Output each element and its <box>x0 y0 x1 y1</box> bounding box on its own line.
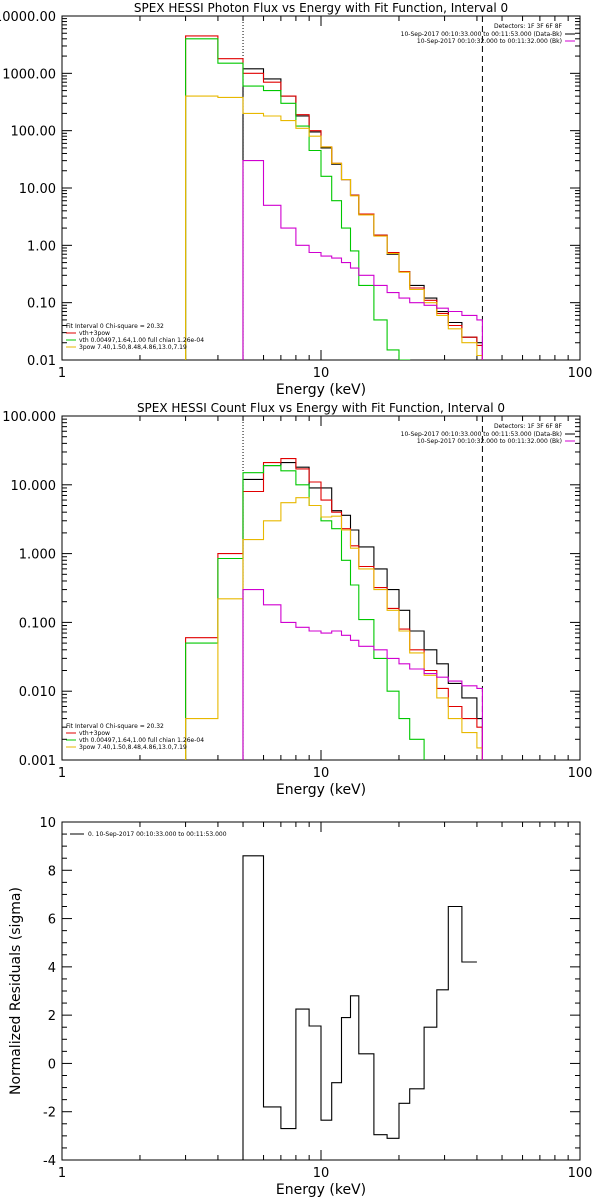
legend-right-entry: 10-Sep-2017 00:10:32.000 to 00:11:32.000… <box>417 438 562 445</box>
x-tick-label: 1 <box>58 1166 66 1181</box>
series-line-4 <box>242 589 483 760</box>
legend-left-entry: vth+3pow <box>79 330 110 337</box>
legend-entry: 0. 10-Sep-2017 00:10:33.000 to 00:11:53.… <box>88 831 227 838</box>
y-tick-label: 1.00 <box>27 239 56 254</box>
legend-left-header: Fit Interval 0 Chi-square = 20.32 <box>66 323 164 330</box>
legend-left-entry: 3pow 7.40,1.50,8.48,4.86,13.0,7.19 <box>79 344 187 351</box>
series-line-0 <box>242 855 477 1160</box>
x-axis-label: Energy (keV) <box>276 382 366 398</box>
y-tick-label: 100.00 <box>11 125 57 140</box>
y-tick-label: 0.001 <box>19 754 56 769</box>
y-tick-label: 4 <box>48 961 56 976</box>
series-line-3 <box>185 497 483 760</box>
y-tick-label: 10.00 <box>19 182 56 197</box>
series-line-1 <box>185 458 483 760</box>
y-tick-label: 0 <box>48 1057 56 1072</box>
series-line-3 <box>185 95 483 360</box>
legend-right-entry: 10-Sep-2017 00:10:33.000 to 00:11:53.000… <box>401 31 562 38</box>
legend-left-entry: vth+3pow <box>79 730 110 737</box>
x-axis-label: Energy (keV) <box>276 1182 366 1198</box>
y-tick-label: 0.010 <box>19 685 56 700</box>
y-tick-label: 8 <box>48 864 56 879</box>
series-line-0 <box>242 462 483 760</box>
plot-panel-1 <box>61 415 581 761</box>
legend-left-entry: vth 0.00497,1.64,1.00 full chian 1.26e-0… <box>79 737 204 744</box>
x-tick-label: 10 <box>313 766 330 781</box>
x-tick-label: 1 <box>58 766 66 781</box>
x-tick-label: 1 <box>58 366 66 381</box>
y-tick-label: 1000.00 <box>2 67 56 82</box>
y-tick-label: 0.10 <box>27 297 56 312</box>
x-tick-label: 100 <box>568 366 593 381</box>
chart-title: SPEX HESSI Photon Flux vs Energy with Fi… <box>134 1 508 15</box>
legend-right-header: Detectors: 1F 3F 6F 8F <box>494 23 563 30</box>
series-line-4 <box>242 160 483 360</box>
series-line-2 <box>185 38 411 360</box>
y-axis-label: Normalized Residuals (sigma) <box>8 887 24 1095</box>
x-tick-label: 100 <box>568 1166 593 1181</box>
legend-left-entry: 3pow 7.40,1.50,8.48,4.86,13.0,7.19 <box>79 744 187 751</box>
legend-left-header: Fit Interval 0 Chi-square = 20.32 <box>66 723 164 730</box>
y-tick-label: 1.000 <box>19 548 56 563</box>
axes-box <box>61 415 581 761</box>
chart-title: SPEX HESSI Count Flux vs Energy with Fit… <box>137 401 505 415</box>
y-tick-label: 10 <box>39 816 56 831</box>
legend-left-entry: vth 0.00497,1.64,1.00 full chian 1.26e-0… <box>79 337 204 344</box>
x-axis-label: Energy (keV) <box>276 782 366 798</box>
y-tick-label: 6 <box>48 913 56 928</box>
series-line-2 <box>185 465 425 760</box>
legend-right-header: Detectors: 1F 3F 6F 8F <box>494 423 563 430</box>
y-tick-label: 0.01 <box>27 354 56 369</box>
y-tick-label: -4 <box>43 1154 56 1169</box>
y-tick-label: 2 <box>48 1009 56 1024</box>
y-tick-label: 100.000 <box>2 410 56 425</box>
series-line-1 <box>185 35 483 360</box>
plot-panel-0 <box>61 15 581 361</box>
y-tick-label: 10000.00 <box>0 10 56 25</box>
x-tick-label: 100 <box>568 766 593 781</box>
axes-box <box>61 15 581 361</box>
x-tick-label: 10 <box>313 1166 330 1181</box>
legend-right-entry: 10-Sep-2017 00:10:32.000 to 00:11:32.000… <box>417 38 562 45</box>
plot-panel-2 <box>61 821 581 1161</box>
y-tick-label: 10.000 <box>11 479 57 494</box>
legend-right-entry: 10-Sep-2017 00:10:33.000 to 00:11:53.000… <box>401 431 562 438</box>
y-tick-label: 0.100 <box>19 616 56 631</box>
y-tick-label: -2 <box>43 1106 56 1121</box>
x-tick-label: 10 <box>313 366 330 381</box>
